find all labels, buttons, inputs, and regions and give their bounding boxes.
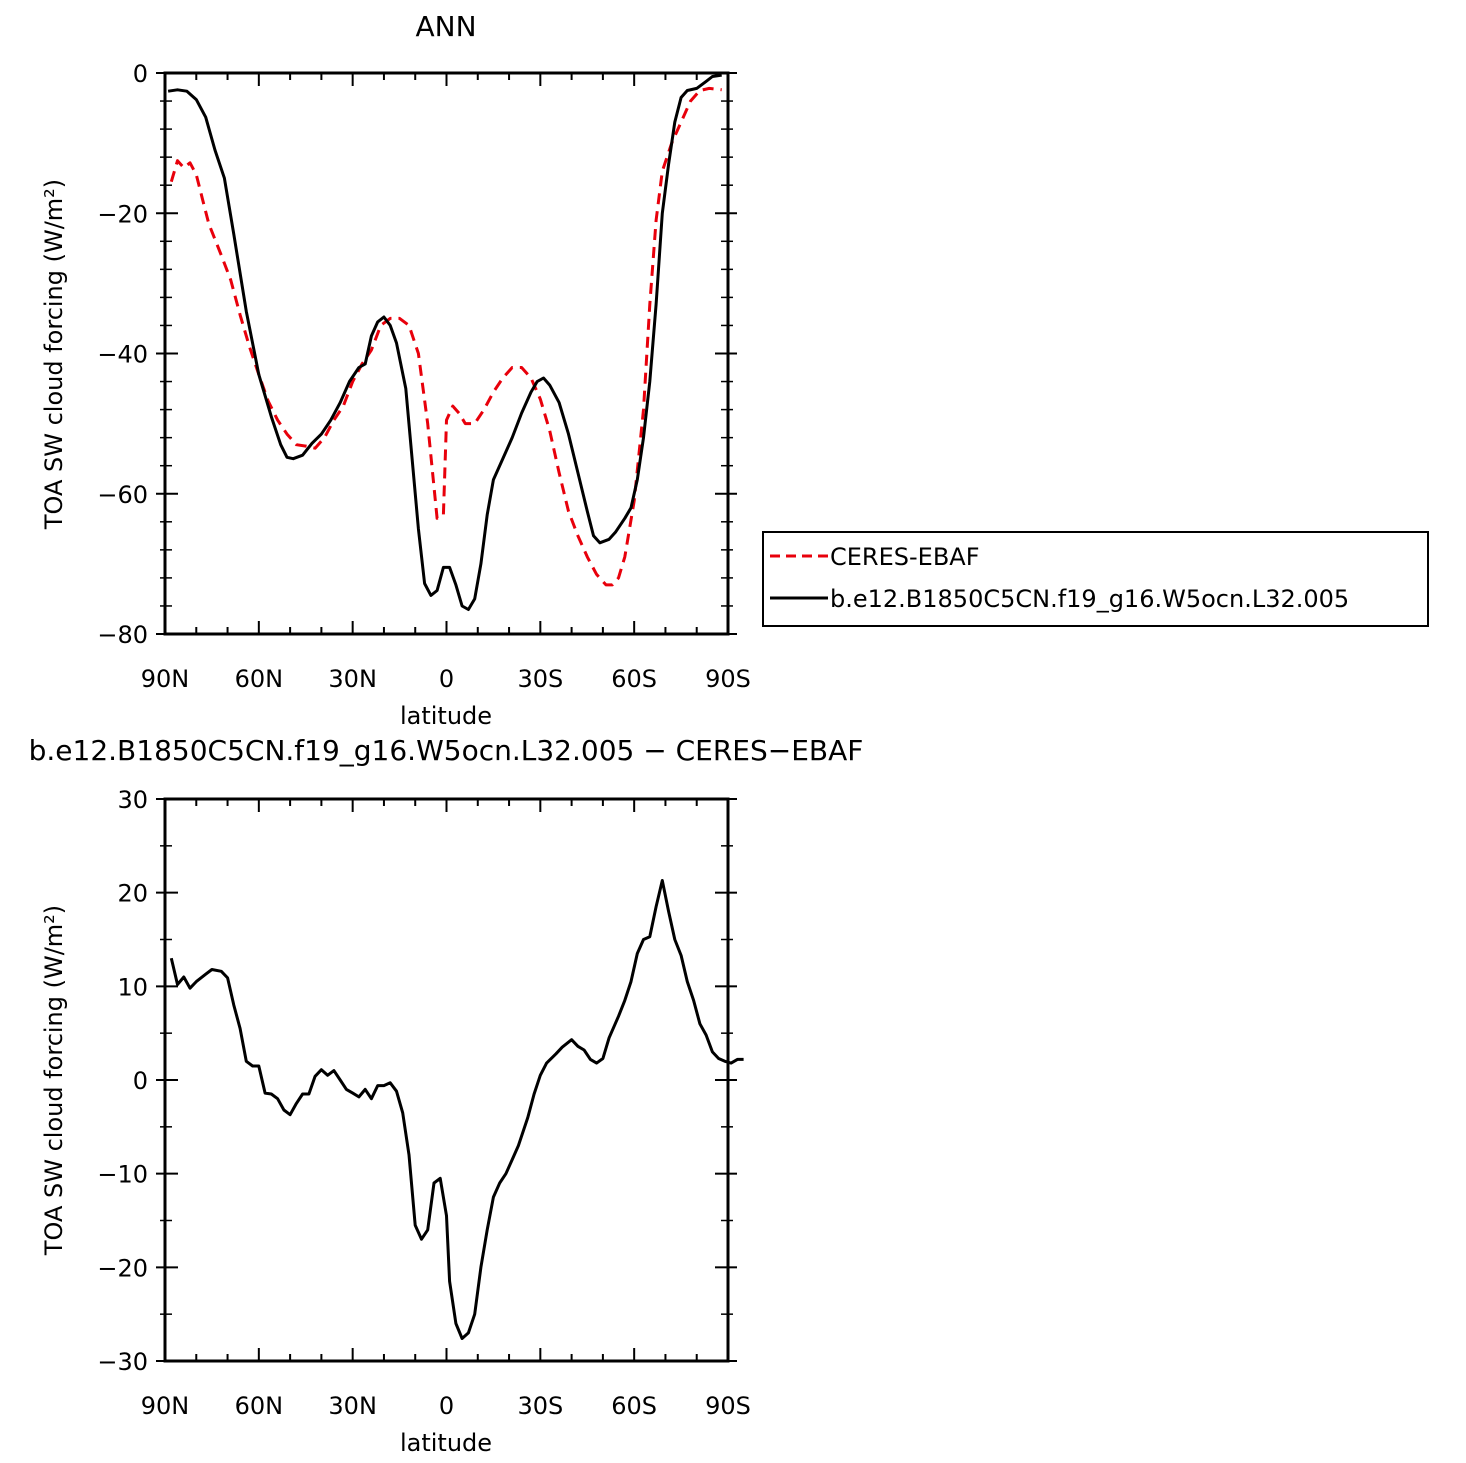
y-tick-labels: 0 −20 −40 −60 −80 — [97, 60, 148, 649]
x-tick-label: 0 — [439, 665, 454, 693]
plot-area — [163, 797, 730, 1363]
x-tick-label: 90S — [705, 1392, 751, 1420]
series-lines — [167, 73, 722, 611]
x-tick-label: 30S — [517, 665, 563, 693]
x-tick-label: 90S — [705, 665, 751, 693]
series-line-1 — [167, 73, 722, 611]
legend-entry-model: b.e12.B1850C5CN.f19_g16.W5ocn.L32.005 — [830, 585, 1349, 613]
y-tick-label: −40 — [97, 341, 148, 369]
legend: CERES-EBAF b.e12.B1850C5CN.f19_g16.W5ocn… — [762, 531, 1429, 627]
x-tick-label: 60S — [611, 1392, 657, 1420]
legend-entry-ceres: CERES-EBAF — [830, 543, 980, 571]
x-axis-label: latitude — [400, 1429, 492, 1457]
y-axis-label: TOA SW cloud forcing (W/m²) — [40, 179, 68, 530]
x-tick-label: 30N — [328, 665, 377, 693]
x-tick-label: 30S — [517, 1392, 563, 1420]
y-tick-label: −20 — [97, 200, 148, 228]
y-tick-label: 10 — [117, 973, 148, 1001]
x-tick-label: 60S — [611, 665, 657, 693]
chart-title: ANN — [415, 10, 476, 43]
series-line-0 — [169, 879, 744, 1340]
y-tick-label: 0 — [133, 60, 148, 88]
x-axis-label: latitude — [400, 702, 492, 730]
y-tick-label: 20 — [117, 880, 148, 908]
y-tick-label: 30 — [117, 786, 148, 814]
y-tick-label: −80 — [97, 621, 148, 649]
y-tick-label: −30 — [97, 1348, 148, 1376]
x-tick-label: 90N — [141, 1392, 190, 1420]
difference-panel: b.e12.B1850C5CN.f19_g16.W5ocn.L32.005 − … — [29, 734, 864, 1457]
x-tick-label: 90N — [141, 665, 190, 693]
x-tick-label: 0 — [439, 1392, 454, 1420]
y-tick-label: −60 — [97, 481, 148, 509]
x-tick-labels: 90N 60N 30N 0 30S 60S 90S — [141, 665, 751, 693]
series-line-0 — [169, 86, 722, 587]
y-tick-labels: 30 20 10 0 −10 −20 −30 — [97, 786, 148, 1376]
y-tick-label: −10 — [97, 1161, 148, 1189]
series-lines — [169, 879, 744, 1340]
chart-title: b.e12.B1850C5CN.f19_g16.W5ocn.L32.005 − … — [29, 734, 864, 767]
plot-frame — [163, 797, 730, 1363]
x-tick-label: 60N — [235, 665, 284, 693]
cloud-forcing-panel: ANN 90N 60N 30N 0 30S 60S 90S 0 −20 −40 −60 −80 la… — [40, 10, 1429, 730]
plot-area — [163, 71, 730, 636]
x-tick-labels: 90N 60N 30N 0 30S 60S 90S — [141, 1392, 751, 1420]
y-tick-label: −20 — [97, 1254, 148, 1282]
axis-ticks — [156, 72, 737, 635]
plot-frame — [163, 71, 730, 636]
x-tick-label: 60N — [235, 1392, 284, 1420]
y-axis-label: TOA SW cloud forcing (W/m²) — [40, 905, 68, 1256]
y-tick-label: 0 — [133, 1067, 148, 1095]
axis-ticks — [156, 798, 737, 1362]
legend-box — [762, 531, 1429, 627]
x-tick-label: 30N — [328, 1392, 377, 1420]
